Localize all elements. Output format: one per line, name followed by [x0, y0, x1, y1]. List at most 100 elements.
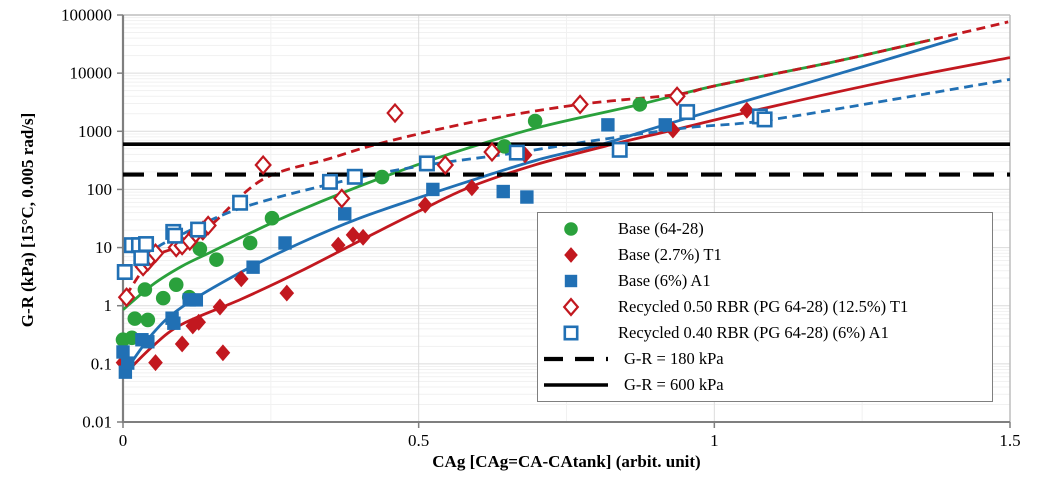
data-point	[601, 118, 615, 132]
data-point	[185, 317, 201, 335]
y-tick-label: 1	[104, 296, 113, 315]
data-point	[168, 277, 184, 292]
x-tick-label: 0.5	[408, 431, 429, 450]
tick-labels: 100000 10000 1000 100 10 1 0.1 0.01 0 0.5 1 1.5	[61, 6, 1021, 451]
data-point	[174, 335, 190, 353]
data-point	[436, 154, 455, 176]
y-tick-label: 10	[95, 238, 112, 257]
legend-label: Base (64-28)	[618, 219, 704, 238]
data-point	[756, 111, 773, 128]
data-point	[520, 190, 534, 204]
data-point	[254, 154, 272, 176]
data-point	[562, 297, 580, 317]
data-point	[190, 221, 207, 238]
legend-square-blue-icon	[538, 322, 604, 344]
data-point	[333, 188, 351, 209]
data-point	[564, 274, 578, 288]
data-point	[527, 113, 543, 129]
data-point	[141, 335, 155, 349]
data-point	[232, 194, 249, 211]
data-point	[508, 144, 525, 161]
data-point	[138, 236, 155, 253]
data-point	[658, 118, 672, 132]
x-tick-label: 1.5	[999, 431, 1020, 450]
legend-diamond-red-icon	[538, 244, 604, 266]
legend-label: Base (6%) A1	[618, 271, 711, 290]
data-point	[167, 316, 181, 330]
data-point	[426, 182, 440, 197]
legend: Base (64-28) Base (2.7%) T1 Base (6%) A1 Re…	[537, 212, 993, 402]
y-tick-label: 100	[87, 180, 113, 199]
data-point	[148, 354, 163, 372]
legend-label: G-R = 600 kPa	[624, 375, 724, 394]
data-point	[739, 101, 755, 119]
legend-item: Base (2.7%) T1	[538, 242, 992, 268]
data-point	[278, 236, 292, 250]
data-point	[246, 260, 260, 274]
data-point	[242, 235, 258, 251]
data-point	[212, 298, 228, 316]
data-point	[483, 141, 501, 163]
data-point	[116, 345, 130, 359]
data-point	[189, 293, 204, 307]
legend-diamond-red-icon	[538, 296, 604, 318]
data-point	[417, 196, 433, 214]
data-point	[632, 97, 648, 112]
legend-label: Recycled 0.50 RBR (PG 64-28) (12.5%) T1	[618, 297, 909, 316]
data-point	[133, 250, 150, 267]
legend-label: Base (2.7%) T1	[618, 245, 722, 264]
legend-square-blue-icon	[538, 270, 604, 292]
data-point	[345, 226, 361, 244]
data-point	[563, 325, 579, 341]
x-axis-title: CAg [CAg=CA-CAtank] (arbit. unit)	[432, 452, 701, 471]
y-tick-label: 0.01	[82, 413, 112, 432]
series-base-6-a1	[116, 118, 672, 379]
y-tick-label: 0.1	[91, 354, 112, 373]
data-point	[668, 86, 686, 107]
data-point	[338, 207, 352, 221]
legend-label: G-R = 180 kPa	[624, 349, 724, 368]
legend-line-solid-icon	[544, 374, 616, 396]
data-point	[215, 344, 231, 362]
axes	[117, 14, 1011, 428]
data-point	[191, 313, 206, 331]
series-recycled-0-40-rbr-pg-64-28-6-a1	[116, 104, 773, 281]
data-point	[571, 94, 589, 115]
data-point	[679, 104, 696, 121]
data-point	[564, 247, 578, 263]
x-tick-label: 1	[710, 431, 719, 450]
data-point	[321, 173, 338, 190]
data-point	[418, 155, 435, 172]
data-point	[346, 168, 363, 185]
data-point	[264, 210, 280, 226]
y-tick-label: 10000	[70, 64, 113, 83]
data-point	[330, 236, 346, 254]
data-point	[192, 241, 208, 257]
data-point	[374, 169, 390, 185]
legend-item: Recycled 0.50 RBR (PG 64-28) (12.5%) T1	[538, 294, 992, 320]
data-point	[140, 312, 156, 328]
legend-item: Base (6%) A1	[538, 268, 992, 294]
trend-line-blue-dashed	[123, 78, 1010, 276]
legend-circle-green-icon	[538, 218, 604, 240]
data-point	[611, 141, 628, 158]
data-point	[496, 184, 510, 199]
data-point	[121, 356, 135, 370]
legend-label: Recycled 0.40 RBR (PG 64-28) (6%) A1	[618, 323, 889, 342]
data-point	[355, 228, 371, 246]
y-axis-title: G-R (kPa) [15°C, 0.005 rad/s]	[18, 112, 37, 328]
legend-line-dashed-icon	[544, 348, 616, 370]
reference-lines	[123, 142, 1010, 177]
data-point	[209, 252, 224, 267]
data-point	[116, 264, 133, 281]
data-point	[564, 222, 578, 236]
data-point	[464, 179, 480, 197]
legend-item: G-R = 180 kPa	[538, 346, 992, 372]
data-point	[117, 287, 136, 308]
data-point	[386, 102, 404, 124]
data-point	[137, 282, 153, 297]
legend-item: G-R = 600 kPa	[538, 372, 992, 398]
data-point	[127, 311, 143, 326]
legend-item: Base (64-28)	[538, 216, 992, 242]
